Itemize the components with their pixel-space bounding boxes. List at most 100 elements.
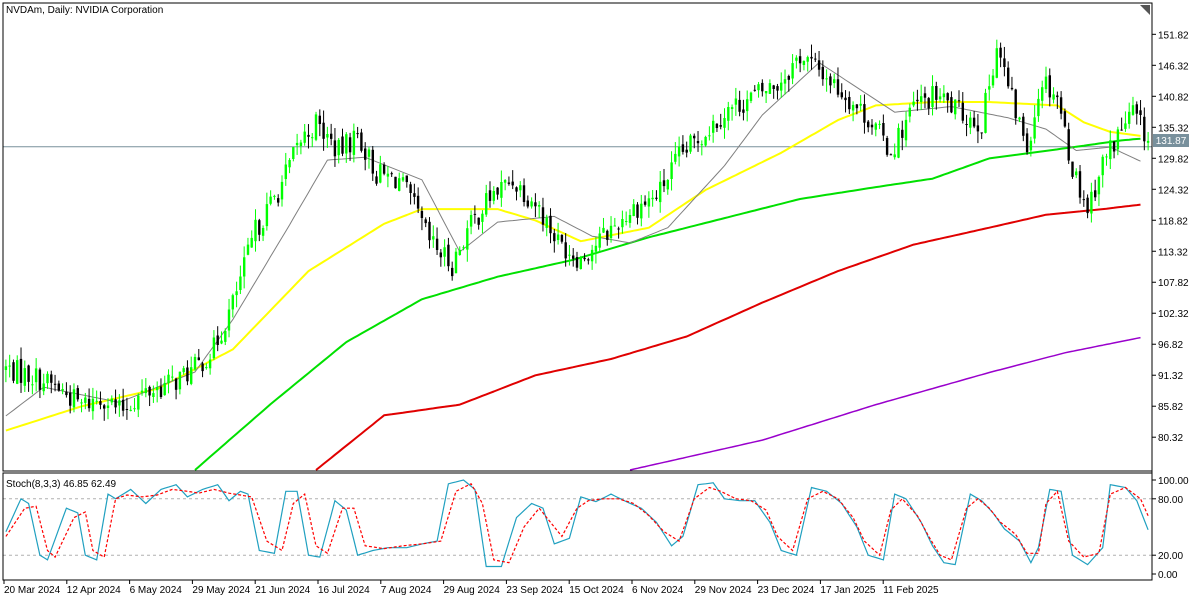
price-tick-label: 129.82 <box>1158 154 1189 165</box>
candle-body <box>768 83 772 94</box>
candle-body <box>337 139 340 156</box>
candle-body <box>689 135 692 152</box>
candle-body <box>776 86 779 91</box>
candle-body <box>182 368 185 373</box>
candle-body <box>341 136 344 154</box>
candle-body <box>1003 58 1006 67</box>
candle-body <box>568 254 571 256</box>
candle-body <box>560 234 564 242</box>
candle-body <box>307 134 310 137</box>
candle-body <box>12 362 15 381</box>
price-tick-label: 140.82 <box>1158 92 1189 103</box>
candle-body <box>851 104 855 111</box>
candle-body <box>326 134 329 138</box>
time-tick-label: 6 May 2024 <box>130 585 183 596</box>
candle-body <box>715 123 719 128</box>
candle-body <box>727 107 730 121</box>
candle-body <box>288 160 291 168</box>
candle-body <box>269 196 272 204</box>
candle-body <box>908 107 911 117</box>
candle-body <box>1120 129 1123 131</box>
candle-body <box>99 401 102 405</box>
candle-body <box>602 227 605 233</box>
candle-body <box>651 197 654 200</box>
candle-body <box>549 215 552 234</box>
candle-body <box>38 369 42 390</box>
candle-body <box>636 204 639 218</box>
candle-body <box>462 247 465 249</box>
candle-body <box>420 211 424 218</box>
candle-body <box>780 82 783 91</box>
candle-body <box>893 154 896 158</box>
candle-body <box>57 383 60 391</box>
candle-body <box>201 363 204 372</box>
candle-body <box>447 244 450 267</box>
candle-body <box>424 219 427 224</box>
time-tick-label: 23 Dec 2024 <box>758 585 815 596</box>
pane-frames <box>2 2 1153 581</box>
candle-body <box>167 374 170 384</box>
candle-body <box>16 360 19 384</box>
stochastic-axis: 100.00 80.00 20.00 0.00 <box>1152 476 1189 581</box>
candle-body <box>87 398 91 409</box>
candle-body <box>991 75 995 86</box>
price-tick-label: 80.32 <box>1158 433 1183 444</box>
price-tick-label: 102.32 <box>1158 309 1189 320</box>
candle-body <box>712 120 715 133</box>
candle-body <box>322 122 325 139</box>
candle-body <box>492 191 495 201</box>
time-tick-label: 29 Aug 2024 <box>444 585 501 596</box>
candle-body <box>787 76 790 80</box>
candle-body <box>53 383 57 385</box>
candle-body <box>844 97 847 101</box>
chart-corner-icon[interactable] <box>1140 5 1150 15</box>
candle-body <box>284 164 287 179</box>
stochastic-line-pct-d <box>5 483 1149 564</box>
candle-body <box>795 57 798 61</box>
candle-body <box>833 79 836 84</box>
candle-body <box>961 102 964 121</box>
candle-body <box>239 276 242 290</box>
candle-body <box>148 386 151 396</box>
corner-triangle-icon[interactable] <box>1140 5 1150 15</box>
candle-body <box>261 228 265 236</box>
candle-body <box>579 257 582 269</box>
candle-body <box>280 181 284 200</box>
candle-body <box>106 405 110 408</box>
candle-body <box>110 398 113 403</box>
candle-body <box>50 374 53 383</box>
candle-body <box>133 408 136 410</box>
time-tick-label: 16 Jul 2024 <box>318 585 370 596</box>
candle-body <box>1029 140 1033 151</box>
candle-body <box>761 82 764 92</box>
stochastic-tick-label: 20.00 <box>1158 551 1183 562</box>
candle-body <box>746 99 749 112</box>
candle-body <box>1014 89 1017 119</box>
candle-body <box>572 255 575 259</box>
candle-body <box>1146 140 1150 143</box>
candle-body <box>931 86 934 107</box>
candle-body <box>916 99 919 102</box>
candle-body <box>1056 95 1059 98</box>
candle-body <box>677 146 681 157</box>
candle-body <box>1094 190 1097 198</box>
time-tick-label: 29 Nov 2024 <box>695 585 752 596</box>
time-axis: 20 Mar 2024 12 Apr 2024 6 May 2024 29 May 2… <box>3 580 939 596</box>
candle-body <box>734 98 738 105</box>
candle-body <box>156 387 159 391</box>
current-price-tag: 131.87 <box>1153 134 1189 147</box>
candle-body <box>382 164 386 174</box>
candle-body <box>1052 94 1055 100</box>
candle-body <box>704 136 707 146</box>
candle-body <box>519 185 522 191</box>
candle-body <box>625 221 628 222</box>
candle-body <box>950 97 953 113</box>
candle-body <box>488 190 492 201</box>
candle-body <box>685 149 688 153</box>
candle-body <box>356 133 359 135</box>
candle-body <box>693 135 696 139</box>
candle-body <box>632 204 635 216</box>
candle-body <box>995 48 998 78</box>
current-price-box <box>1153 134 1189 147</box>
